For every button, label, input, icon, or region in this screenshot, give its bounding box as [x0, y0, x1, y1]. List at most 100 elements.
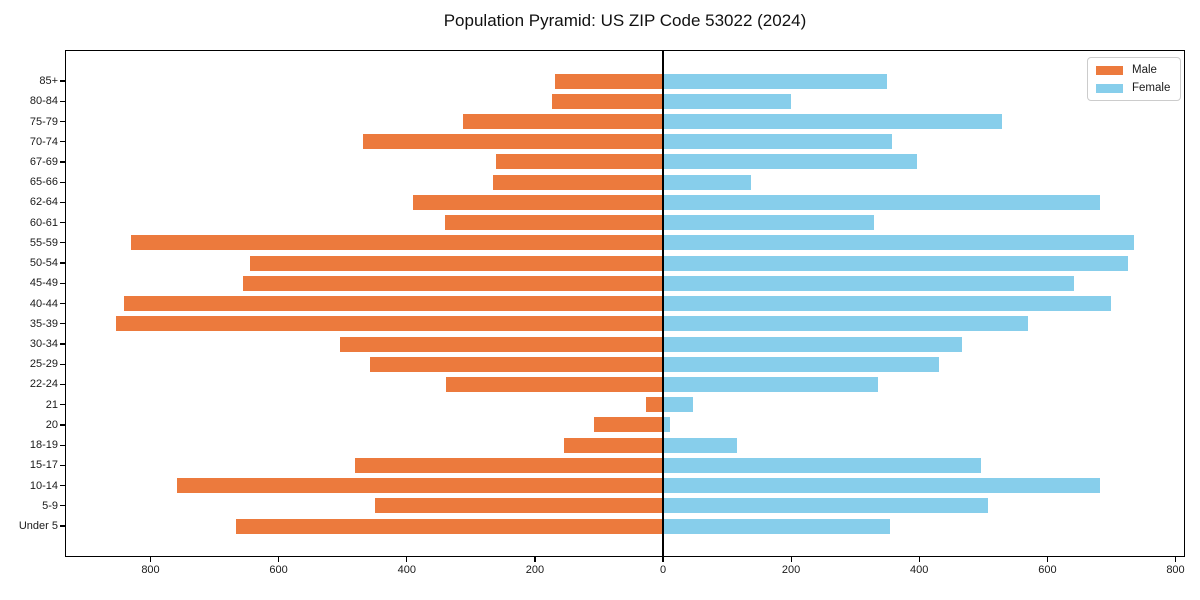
- y-tick: [60, 343, 65, 345]
- female-bar-45-49: [663, 275, 1075, 291]
- x-tick: [662, 557, 664, 562]
- female-bar-10-14: [663, 478, 1100, 493]
- x-tick: [790, 557, 792, 562]
- female-bar-22-24: [663, 376, 879, 392]
- y-tick-label: 80-84: [29, 95, 58, 108]
- y-tick-label: 50-54: [29, 257, 58, 269]
- male-bar-80-84: [552, 93, 663, 109]
- male-color-swatch: [1096, 65, 1123, 75]
- y-tick: [60, 242, 65, 244]
- x-tick-label: 400: [910, 564, 929, 576]
- male-bar-5-9: [375, 498, 663, 514]
- x-tick: [149, 557, 152, 562]
- female-bar-35-39: [663, 316, 1029, 332]
- female-bar-75-79: [663, 114, 1002, 129]
- female-bar-25-29: [663, 356, 940, 372]
- female-bar-62-64: [663, 194, 1100, 210]
- y-tick-label: 21: [45, 398, 58, 411]
- legend: Male Female: [1087, 57, 1181, 101]
- female-bar-60-61: [663, 215, 875, 231]
- female-bar-40-44: [663, 296, 1112, 311]
- y-tick-label: 67-69: [29, 155, 58, 168]
- y-tick-label: 55-59: [29, 236, 58, 249]
- y-tick: [60, 484, 65, 487]
- y-tick: [60, 464, 65, 466]
- female-bar-70-74: [663, 134, 892, 150]
- female-bar-20: [663, 417, 670, 433]
- x-tick: [406, 557, 408, 562]
- y-tick: [60, 222, 65, 224]
- male-bar-60-61: [444, 215, 663, 231]
- y-tick-label: 65-66: [29, 176, 58, 189]
- y-tick-label: 60-61: [29, 216, 58, 229]
- x-tick: [534, 557, 536, 562]
- male-bar-65-66: [492, 174, 663, 190]
- y-tick: [60, 302, 65, 305]
- male-bar-50-54: [249, 255, 663, 271]
- male-bar-75-79: [463, 114, 663, 129]
- female-bar-55-59: [663, 235, 1134, 251]
- y-tick-label: 18-19: [29, 439, 58, 452]
- y-tick-label: 75-79: [29, 115, 58, 128]
- y-tick: [60, 363, 65, 365]
- x-tick-label: 800: [141, 564, 160, 576]
- x-tick: [1046, 557, 1049, 562]
- female-bar-18-19: [663, 437, 738, 453]
- male-bar-Under 5: [236, 518, 663, 534]
- legend-label-male: Male: [1132, 64, 1157, 76]
- y-tick-label: Under 5: [18, 520, 58, 532]
- y-tick: [60, 525, 65, 527]
- male-bar-30-34: [339, 336, 663, 352]
- male-bar-22-24: [445, 376, 663, 392]
- y-tick-label: 15-17: [29, 459, 58, 472]
- y-tick-label: 45-49: [29, 277, 58, 290]
- x-tick-label: 200: [525, 564, 545, 576]
- x-tick-label: 200: [781, 564, 801, 576]
- y-tick-label: 30-34: [29, 338, 58, 350]
- y-tick: [60, 282, 65, 284]
- y-tick-label: 85+: [39, 75, 58, 87]
- male-bar-21: [646, 397, 663, 413]
- y-tick: [60, 424, 65, 426]
- male-bar-70-74: [362, 134, 663, 150]
- male-bar-45-49: [243, 275, 663, 291]
- chart-title: Population Pyramid: US ZIP Code 53022 (2…: [443, 11, 807, 30]
- male-bar-18-19: [563, 437, 663, 453]
- y-tick: [60, 262, 65, 264]
- female-bar-21: [663, 397, 694, 413]
- male-bar-67-69: [496, 154, 663, 170]
- female-bar-65-66: [663, 174, 751, 190]
- y-tick-label: 25-29: [29, 358, 58, 371]
- male-bar-25-29: [369, 356, 663, 372]
- y-tick-label: 10-14: [29, 479, 58, 492]
- y-tick-label: 62-64: [29, 196, 58, 209]
- male-bar-10-14: [176, 478, 663, 493]
- legend-entry-female: Female: [1096, 82, 1170, 94]
- y-tick-label: 5-9: [42, 499, 58, 512]
- female-bar-5-9: [663, 498, 989, 514]
- x-tick: [278, 557, 280, 562]
- male-bar-35-39: [115, 316, 663, 332]
- x-tick-label: 600: [1038, 564, 1057, 576]
- y-tick: [60, 201, 65, 204]
- y-tick: [60, 100, 65, 102]
- female-bar-30-34: [663, 336, 962, 352]
- y-tick-label: 20: [45, 418, 58, 431]
- y-tick: [60, 404, 65, 406]
- legend-label-female: Female: [1132, 82, 1171, 94]
- y-tick-label: 35-39: [29, 317, 58, 330]
- y-tick: [60, 141, 65, 143]
- legend-entry-male: Male: [1096, 64, 1157, 76]
- y-tick: [60, 323, 65, 325]
- x-tick-label: 0: [659, 564, 667, 576]
- female-color-swatch: [1096, 83, 1123, 93]
- female-bar-80-84: [663, 93, 792, 109]
- male-bar-62-64: [413, 194, 663, 210]
- male-bar-85+: [555, 73, 663, 89]
- y-tick: [60, 444, 65, 446]
- female-bar-50-54: [663, 255, 1129, 271]
- x-tick-label: 600: [269, 564, 288, 576]
- female-bar-15-17: [663, 457, 981, 473]
- y-tick: [60, 181, 65, 183]
- male-bar-55-59: [130, 235, 663, 251]
